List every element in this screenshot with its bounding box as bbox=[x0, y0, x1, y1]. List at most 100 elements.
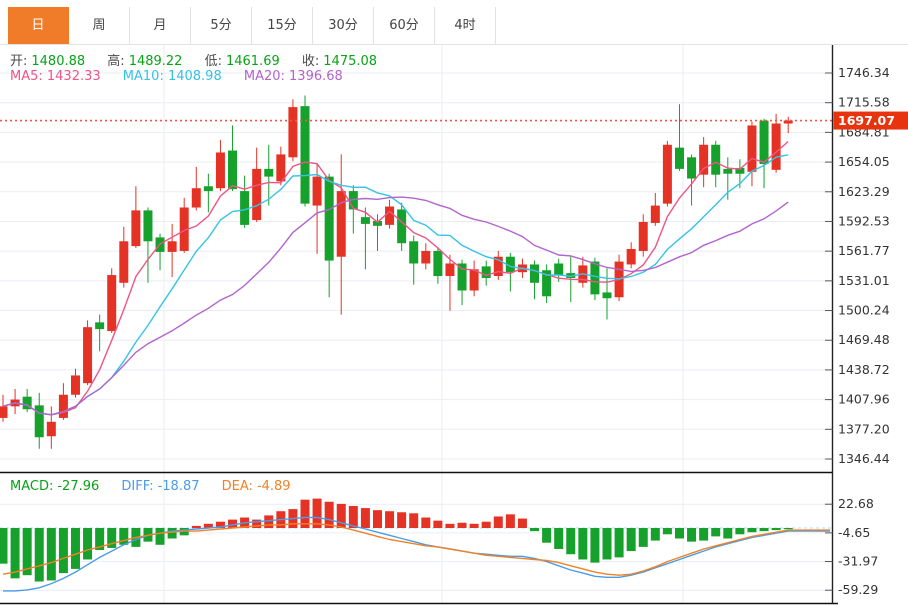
macd-bar[interactable] bbox=[650, 528, 660, 541]
candle-body[interactable] bbox=[783, 120, 793, 124]
candle-body[interactable] bbox=[324, 176, 334, 261]
macd-bar[interactable] bbox=[590, 528, 600, 563]
macd-bar[interactable] bbox=[711, 528, 721, 537]
macd-bar[interactable] bbox=[203, 523, 213, 528]
timeframe-tab-日[interactable]: 日 bbox=[8, 7, 69, 44]
macd-bar[interactable] bbox=[783, 528, 793, 530]
macd-bar[interactable] bbox=[191, 525, 201, 528]
candle-body[interactable] bbox=[626, 249, 636, 265]
candle-body[interactable] bbox=[70, 375, 80, 395]
macd-bar[interactable] bbox=[70, 528, 80, 569]
macd-bar[interactable] bbox=[372, 510, 382, 528]
candle-body[interactable] bbox=[530, 264, 540, 283]
candle-body[interactable] bbox=[469, 269, 479, 291]
candle-body[interactable] bbox=[493, 256, 503, 277]
candle-body[interactable] bbox=[723, 168, 733, 174]
macd-bar[interactable] bbox=[409, 513, 419, 528]
timeframe-tab-周[interactable]: 周 bbox=[69, 7, 130, 44]
candle-body[interactable] bbox=[276, 154, 286, 182]
candle-body[interactable] bbox=[711, 144, 721, 175]
candle-body[interactable] bbox=[143, 210, 153, 242]
macd-bar[interactable] bbox=[167, 528, 177, 539]
macd-bar[interactable] bbox=[517, 518, 527, 528]
timeframe-tab-60分[interactable]: 60分 bbox=[374, 7, 435, 44]
candle-body[interactable] bbox=[699, 144, 709, 175]
macd-bar[interactable] bbox=[348, 505, 358, 528]
macd-bar[interactable] bbox=[228, 519, 238, 528]
candle-body[interactable] bbox=[433, 250, 443, 277]
macd-bar[interactable] bbox=[457, 522, 467, 528]
macd-bar[interactable] bbox=[397, 512, 407, 528]
macd-bar[interactable] bbox=[566, 528, 576, 555]
macd-bar[interactable] bbox=[771, 528, 781, 531]
macd-bar[interactable] bbox=[0, 528, 8, 564]
candle-body[interactable] bbox=[662, 144, 672, 204]
macd-bar[interactable] bbox=[300, 499, 310, 528]
timeframe-tab-30分[interactable]: 30分 bbox=[313, 7, 374, 44]
macd-bar[interactable] bbox=[481, 521, 491, 528]
candle-body[interactable] bbox=[300, 106, 310, 204]
macd-bar[interactable] bbox=[674, 528, 684, 539]
macd-bar[interactable] bbox=[687, 528, 697, 542]
macd-bar[interactable] bbox=[554, 528, 564, 549]
macd-bar[interactable] bbox=[469, 523, 479, 528]
macd-bar[interactable] bbox=[252, 519, 262, 528]
candle-body[interactable] bbox=[215, 152, 225, 189]
macd-bar[interactable] bbox=[58, 528, 68, 574]
macd-bar[interactable] bbox=[34, 528, 44, 582]
macd-bar[interactable] bbox=[662, 528, 672, 535]
macd-bar[interactable] bbox=[119, 528, 129, 545]
timeframe-tab-月[interactable]: 月 bbox=[130, 7, 191, 44]
candle-body[interactable] bbox=[759, 120, 769, 165]
candle-body[interactable] bbox=[119, 241, 129, 283]
timeframe-tab-5分[interactable]: 5分 bbox=[191, 7, 252, 44]
candle-body[interactable] bbox=[566, 273, 576, 278]
candle-body[interactable] bbox=[58, 394, 68, 418]
macd-bar[interactable] bbox=[759, 528, 769, 532]
macd-bar[interactable] bbox=[626, 528, 636, 552]
macd-bar[interactable] bbox=[602, 528, 612, 560]
candle-body[interactable] bbox=[228, 150, 238, 190]
candle-body[interactable] bbox=[288, 107, 298, 158]
candle-body[interactable] bbox=[240, 191, 250, 225]
candle-body[interactable] bbox=[650, 205, 660, 223]
candle-body[interactable] bbox=[0, 406, 8, 418]
candle-body[interactable] bbox=[602, 292, 612, 299]
macd-bar[interactable] bbox=[155, 528, 165, 545]
macd-bar[interactable] bbox=[324, 501, 334, 528]
candle-body[interactable] bbox=[46, 421, 56, 437]
macd-bar[interactable] bbox=[336, 503, 346, 528]
macd-bar[interactable] bbox=[385, 511, 395, 528]
candle-body[interactable] bbox=[457, 263, 467, 291]
candle-body[interactable] bbox=[83, 327, 93, 384]
candle-body[interactable] bbox=[735, 167, 745, 174]
macd-bar[interactable] bbox=[578, 528, 588, 560]
candle-body[interactable] bbox=[95, 322, 105, 330]
timeframe-tab-15分[interactable]: 15分 bbox=[252, 7, 313, 44]
macd-bar[interactable] bbox=[10, 528, 20, 579]
candle-body[interactable] bbox=[397, 209, 407, 244]
candle-body[interactable] bbox=[505, 256, 515, 273]
candle-body[interactable] bbox=[554, 263, 564, 276]
macd-bar[interactable] bbox=[95, 528, 105, 551]
candle-body[interactable] bbox=[542, 270, 552, 297]
candle-body[interactable] bbox=[252, 168, 262, 221]
macd-bar[interactable] bbox=[493, 516, 503, 528]
macd-bar[interactable] bbox=[614, 528, 624, 558]
candle-body[interactable] bbox=[771, 123, 781, 170]
candle-body[interactable] bbox=[445, 263, 455, 277]
macd-bar[interactable] bbox=[530, 528, 540, 532]
candle-body[interactable] bbox=[385, 206, 395, 225]
macd-bar[interactable] bbox=[542, 528, 552, 543]
candle-body[interactable] bbox=[203, 186, 213, 192]
candle-body[interactable] bbox=[590, 261, 600, 295]
macd-bar[interactable] bbox=[107, 528, 117, 548]
macd-bar[interactable] bbox=[445, 523, 455, 528]
candle-body[interactable] bbox=[312, 176, 322, 206]
candle-body[interactable] bbox=[747, 125, 757, 172]
macd-bar[interactable] bbox=[46, 528, 56, 581]
macd-bar[interactable] bbox=[699, 528, 709, 541]
macd-bar[interactable] bbox=[505, 514, 515, 528]
timeframe-tab-4时[interactable]: 4时 bbox=[435, 7, 496, 44]
